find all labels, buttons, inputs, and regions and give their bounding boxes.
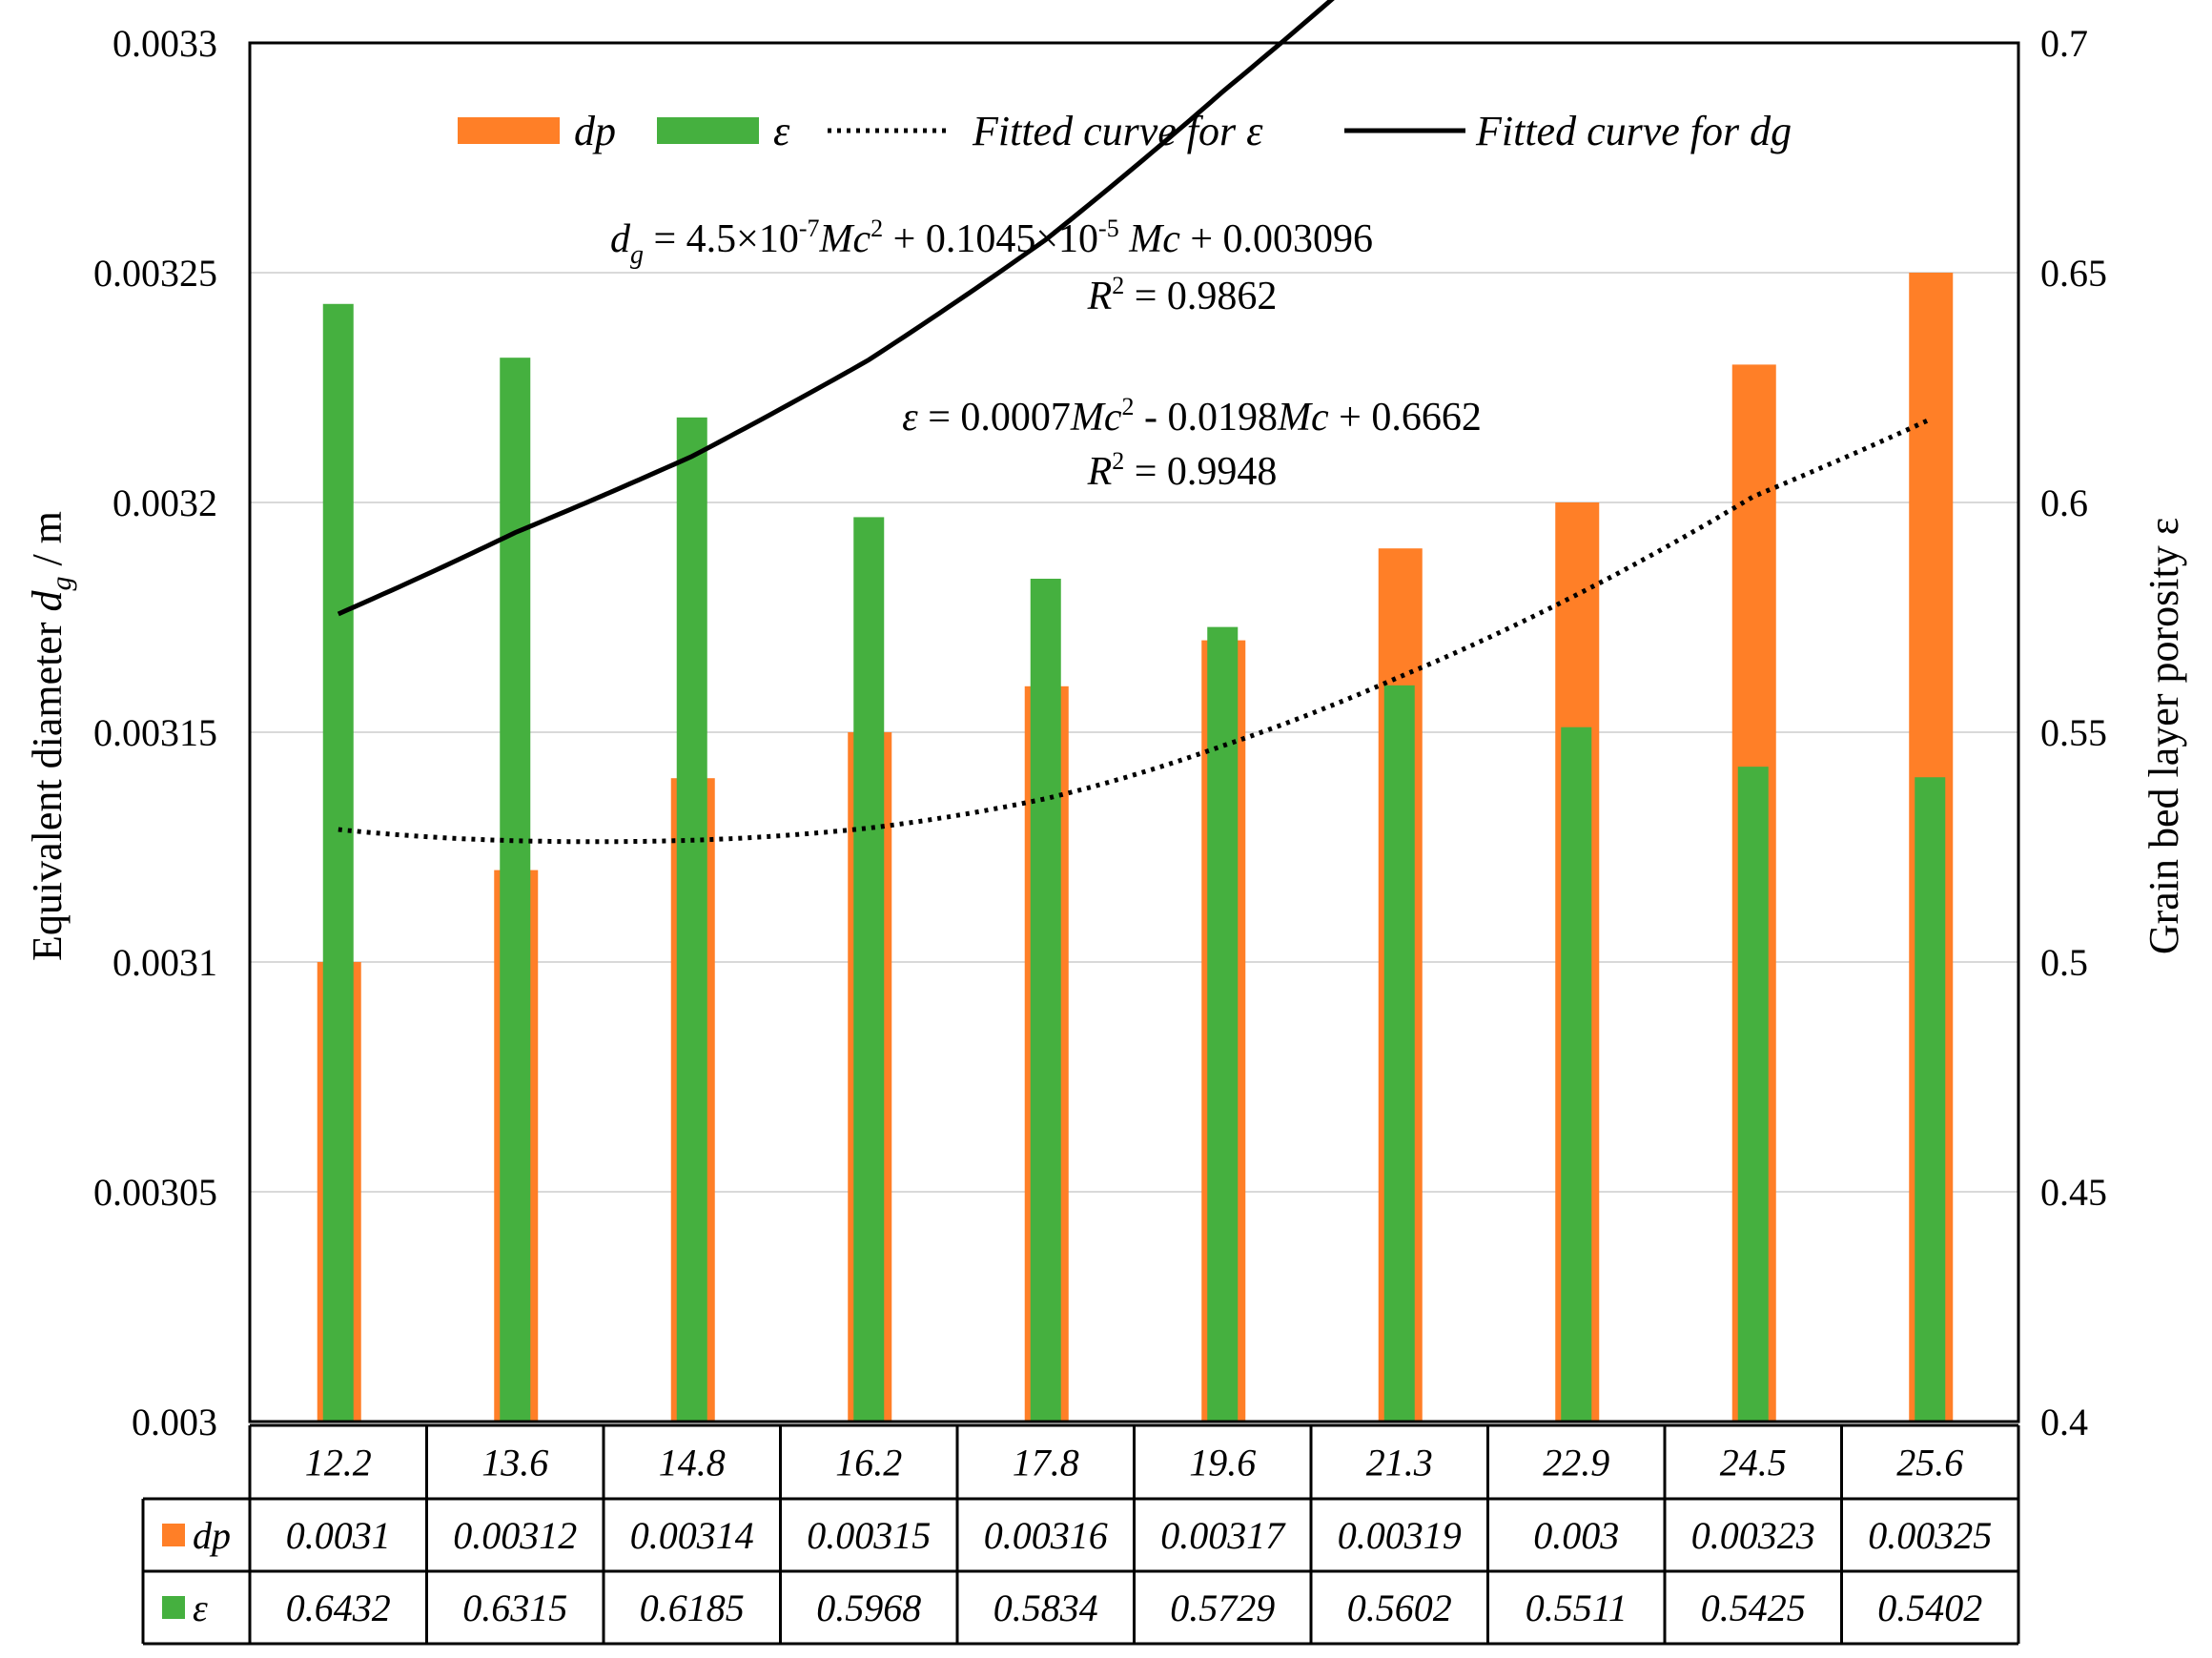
table-cell: 0.00319 [1338, 1514, 1462, 1557]
table-header-cell: 17.8 [1013, 1442, 1079, 1484]
table-cell: 0.5425 [1701, 1586, 1806, 1629]
legend-dp-label: dp [574, 108, 616, 154]
table-cell: 0.6432 [286, 1586, 391, 1629]
eps-bar [1207, 626, 1239, 1422]
table-cell: 0.5968 [816, 1586, 921, 1629]
y-left-tick-label: 0.00325 [93, 252, 217, 295]
y-right-tick-label: 0.5 [2040, 941, 2088, 984]
legend-eps-swatch [657, 117, 759, 144]
y-right-tick-label: 0.65 [2040, 252, 2107, 295]
gridlines [250, 272, 2018, 1193]
legend-dp-swatch [458, 117, 560, 144]
y-right-tick-label: 0.55 [2040, 711, 2107, 754]
y-right-tick-label: 0.4 [2040, 1401, 2088, 1443]
eps-bar [1561, 727, 1592, 1422]
legend: dp ε Fitted curve for ε Fitted curve for dg [458, 108, 1792, 154]
plot-frame [248, 41, 2020, 1423]
eps-r-squared: R2 = 0.9948 [1087, 447, 1278, 494]
table-row-label: dp [193, 1514, 231, 1557]
table-header-cell: 24.5 [1720, 1442, 1787, 1484]
table-header-cell: 21.3 [1366, 1442, 1433, 1484]
y-right-tick-label: 0.45 [2040, 1171, 2107, 1214]
eps-bar [1030, 579, 1061, 1422]
table-row-label: ε [193, 1586, 208, 1629]
table-cell: 0.5729 [1170, 1586, 1275, 1629]
data-table: 12.2 13.6 14.8 16.2 17.8 19.6 21.3 22.9 24.5 25.6… [141, 1423, 2020, 1646]
table-cell: 0.5834 [993, 1586, 1098, 1629]
fitted-curves [337, 0, 1932, 845]
bars [317, 273, 1954, 1423]
eps-bar [500, 358, 531, 1422]
table-header-cell: 14.8 [659, 1442, 726, 1484]
dg-r-squared: R2 = 0.9862 [1087, 272, 1278, 318]
table-cell: 0.0031 [286, 1514, 391, 1557]
dg-equation: dg = 4.5×10-7Mc2 + 0.1045×10-5 Mc + 0.00… [610, 215, 1373, 270]
table-cell: 0.5602 [1347, 1586, 1452, 1629]
y-right-tick-label: 0.6 [2040, 481, 2088, 524]
y-axis-left-title: Equivalent diameter dg / m [24, 511, 77, 961]
eps-bar [1915, 777, 1946, 1422]
y-axis-right-title: Grain bed layer porosity ε [2140, 518, 2187, 954]
table-cell: 0.00316 [984, 1514, 1108, 1557]
table-cell: 0.00317 [1160, 1514, 1286, 1557]
dg-fitted-curve [337, 0, 1335, 617]
y-left-tick-label: 0.003 [132, 1401, 217, 1443]
eps-equation: ε = 0.0007Mc2 - 0.0198Mc + 0.6662 [902, 393, 1482, 440]
y-left-tick-label: 0.0031 [113, 941, 217, 984]
tick-labels: 0.003 0.00305 0.0031 0.00315 0.0032 0.00325 0.… [93, 22, 2107, 1443]
legend-eps-curve-label: Fitted curve for ε [972, 108, 1263, 154]
table-cell: 0.6185 [640, 1586, 745, 1629]
table-cell: 0.003 [1533, 1514, 1619, 1557]
table-cell: 0.5402 [1877, 1586, 1982, 1629]
table-cell: 0.00323 [1691, 1514, 1815, 1557]
plot-border [248, 41, 2020, 1423]
y-left-tick-label: 0.0033 [113, 22, 217, 65]
table-header-cell: 12.2 [305, 1442, 372, 1484]
eps-bar [676, 417, 707, 1423]
table-row-swatch [162, 1524, 185, 1546]
table-cell: 0.5511 [1526, 1586, 1628, 1629]
table-header-cell: 19.6 [1189, 1442, 1256, 1484]
eps-bar [322, 303, 354, 1422]
y-right-tick-label: 0.7 [2040, 22, 2088, 65]
eps-fitted-curve [338, 417, 1932, 845]
table-cell: 0.6315 [462, 1586, 567, 1629]
table-cell: 0.00315 [807, 1514, 931, 1557]
legend-dg-curve-label: Fitted curve for dg [1475, 108, 1792, 154]
table-row-swatch [162, 1596, 185, 1619]
y-left-tick-label: 0.00305 [93, 1171, 217, 1214]
table-cell: 0.00325 [1868, 1514, 1992, 1557]
eps-bar [1383, 685, 1415, 1422]
table-header-cell: 22.9 [1543, 1442, 1609, 1484]
table-header-cell: 25.6 [1896, 1442, 1963, 1484]
table-cell: 0.00314 [630, 1514, 754, 1557]
y-left-tick-label: 0.00315 [93, 711, 217, 754]
eps-bar [853, 517, 885, 1422]
legend-eps-label: ε [773, 108, 790, 154]
table-header-cell: 13.6 [481, 1442, 548, 1484]
y-left-tick-label: 0.0032 [113, 481, 217, 524]
table-cell: 0.00312 [453, 1514, 577, 1557]
table-header-cell: 16.2 [835, 1442, 902, 1484]
eps-bar [1737, 767, 1769, 1422]
